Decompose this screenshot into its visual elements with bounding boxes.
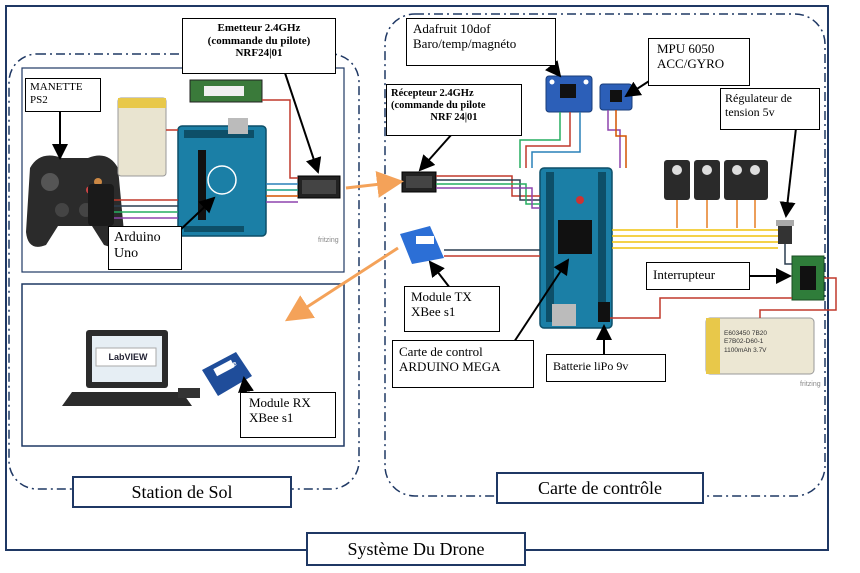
xbee-rx-icon	[202, 352, 252, 396]
ps2-connector	[88, 184, 114, 226]
fritzing-label-2: fritzing	[800, 381, 821, 388]
section-systeme-du-drone: Système Du Drone	[306, 532, 526, 566]
station-wires	[114, 99, 298, 219]
label-carte-control: Carte de control ARDUINO MEGA	[392, 340, 534, 388]
xbee-tx-icon	[400, 226, 444, 264]
telemetry-link-arrow	[284, 246, 399, 322]
arrow-module-tx	[428, 260, 451, 289]
section-station-de-sol: Station de Sol	[72, 476, 292, 508]
battery-text: E603450 7B20 E7B02-D60-1 1100mAh 3.7V	[724, 330, 768, 354]
mpu6050-board	[599, 83, 633, 111]
arrow-emetteur	[283, 69, 322, 174]
arrow-carte-control	[513, 258, 570, 343]
label-interrupteur: Interrupteur	[646, 262, 750, 290]
fritzing-label-1: fritzing	[318, 237, 339, 244]
arduino-mega-board	[539, 167, 613, 329]
lipo-battery-icon	[705, 317, 815, 375]
arrow-module-rx	[238, 376, 254, 393]
control-board-wires	[436, 110, 837, 319]
section-carte-de-controle: Carte de contrôle	[496, 472, 704, 504]
battery-connector	[598, 302, 610, 322]
arrow-uno	[177, 196, 216, 233]
label-module-rx: Module RX XBee s1	[240, 392, 336, 438]
labview-text: LabVIEW	[108, 352, 148, 362]
arrow-recepteur	[418, 133, 453, 172]
arrow-regulateur	[779, 127, 797, 218]
label-adafruit: Adafruit 10dof Baro/temp/magnéto	[406, 18, 556, 66]
arrow-adafruit	[545, 60, 562, 78]
laptop-icon	[62, 330, 192, 406]
label-arduino-uno: Arduino Uno	[108, 226, 182, 270]
label-module-tx: Module TX XBee s1	[404, 286, 500, 332]
usb-cable	[178, 388, 200, 398]
label-regulateur: Régulateur de tension 5v	[720, 88, 820, 130]
label-batterie: Batterie liPo 9v	[546, 354, 666, 382]
adafruit-10dof-board	[545, 75, 593, 113]
servo-motors-icon	[664, 160, 768, 200]
radio-link-arrow	[345, 170, 404, 198]
label-emetteur: Emetteur 2.4GHz (commande du pilote) NRF…	[182, 18, 336, 74]
battery-icon-station	[117, 97, 167, 177]
label-recepteur: Récepteur 2.4GHz (commande du pilote NRF…	[386, 84, 522, 136]
label-mpu: MPU 6050 ACC/GYRO	[648, 38, 750, 86]
voltage-regulator-icon	[778, 224, 792, 244]
label-manette: MANETTE PS2	[25, 78, 101, 112]
